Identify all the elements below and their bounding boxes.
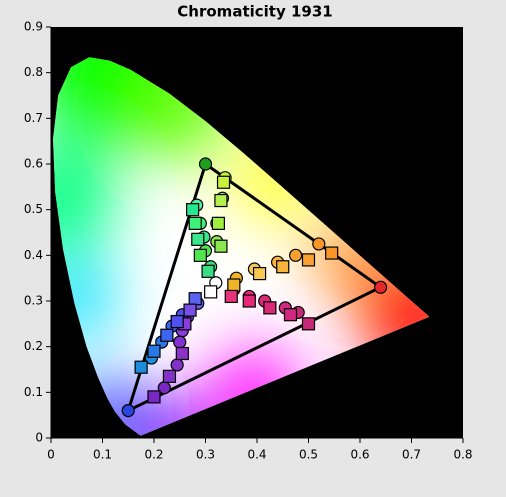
square-point [147,390,161,404]
gamut-triangle [125,161,384,414]
square-point [191,232,205,246]
square-point [276,260,290,274]
gamut-vertex [198,157,213,171]
square-point [160,328,174,342]
square-point [204,285,218,299]
x-tick-label: 0.7 [402,448,421,462]
x-tick-label: 0.4 [247,448,266,462]
y-tick-label: 0 [35,431,43,445]
square-point [216,175,231,189]
square-point [263,301,277,315]
circle-point [312,237,326,251]
y-tick-label: 0.9 [24,20,43,34]
y-tick-label: 0.1 [24,385,43,399]
square-point [175,346,189,361]
y-tick-label: 0.8 [24,65,43,79]
y-tick-label: 0.6 [24,157,43,171]
y-tick-label: 0.5 [24,202,43,216]
square-point [227,278,241,292]
square-point [134,360,148,374]
x-tick-label: 0.3 [196,448,215,462]
square-point [211,216,225,230]
square-point [170,314,184,329]
x-tick-label: 0 [47,448,55,462]
y-tick-label: 0.3 [24,294,43,308]
circle-point [289,248,303,262]
square-point [224,289,238,304]
square-point [188,292,202,306]
square-point [201,264,215,278]
square-point [188,216,202,230]
circle-point [170,358,184,372]
square-point [325,246,339,260]
y-tick-label: 0.4 [24,248,43,262]
square-point [214,193,228,208]
x-tick-label: 0.8 [453,448,472,462]
chart-title: Chromaticity 1931 [177,3,332,21]
gamut-vertex [374,280,388,294]
square-point [186,203,200,217]
y-tick-label: 0.2 [24,339,43,353]
square-point [214,239,228,253]
square-point [252,267,267,281]
y-tick-label: 0.7 [24,111,43,125]
square-point [242,294,256,308]
square-point [193,248,207,262]
square-point [183,303,197,317]
gamut-vertex [121,404,135,418]
circle-point [173,335,187,349]
x-tick-label: 0.1 [93,448,112,462]
square-point [147,344,161,358]
x-tick-label: 0.5 [299,448,318,462]
x-tick-label: 0.6 [350,448,369,462]
square-point [283,308,298,322]
x-tick-label: 0.2 [144,448,163,462]
square-point [162,369,177,383]
square-point [301,253,316,267]
square-point [301,317,316,331]
